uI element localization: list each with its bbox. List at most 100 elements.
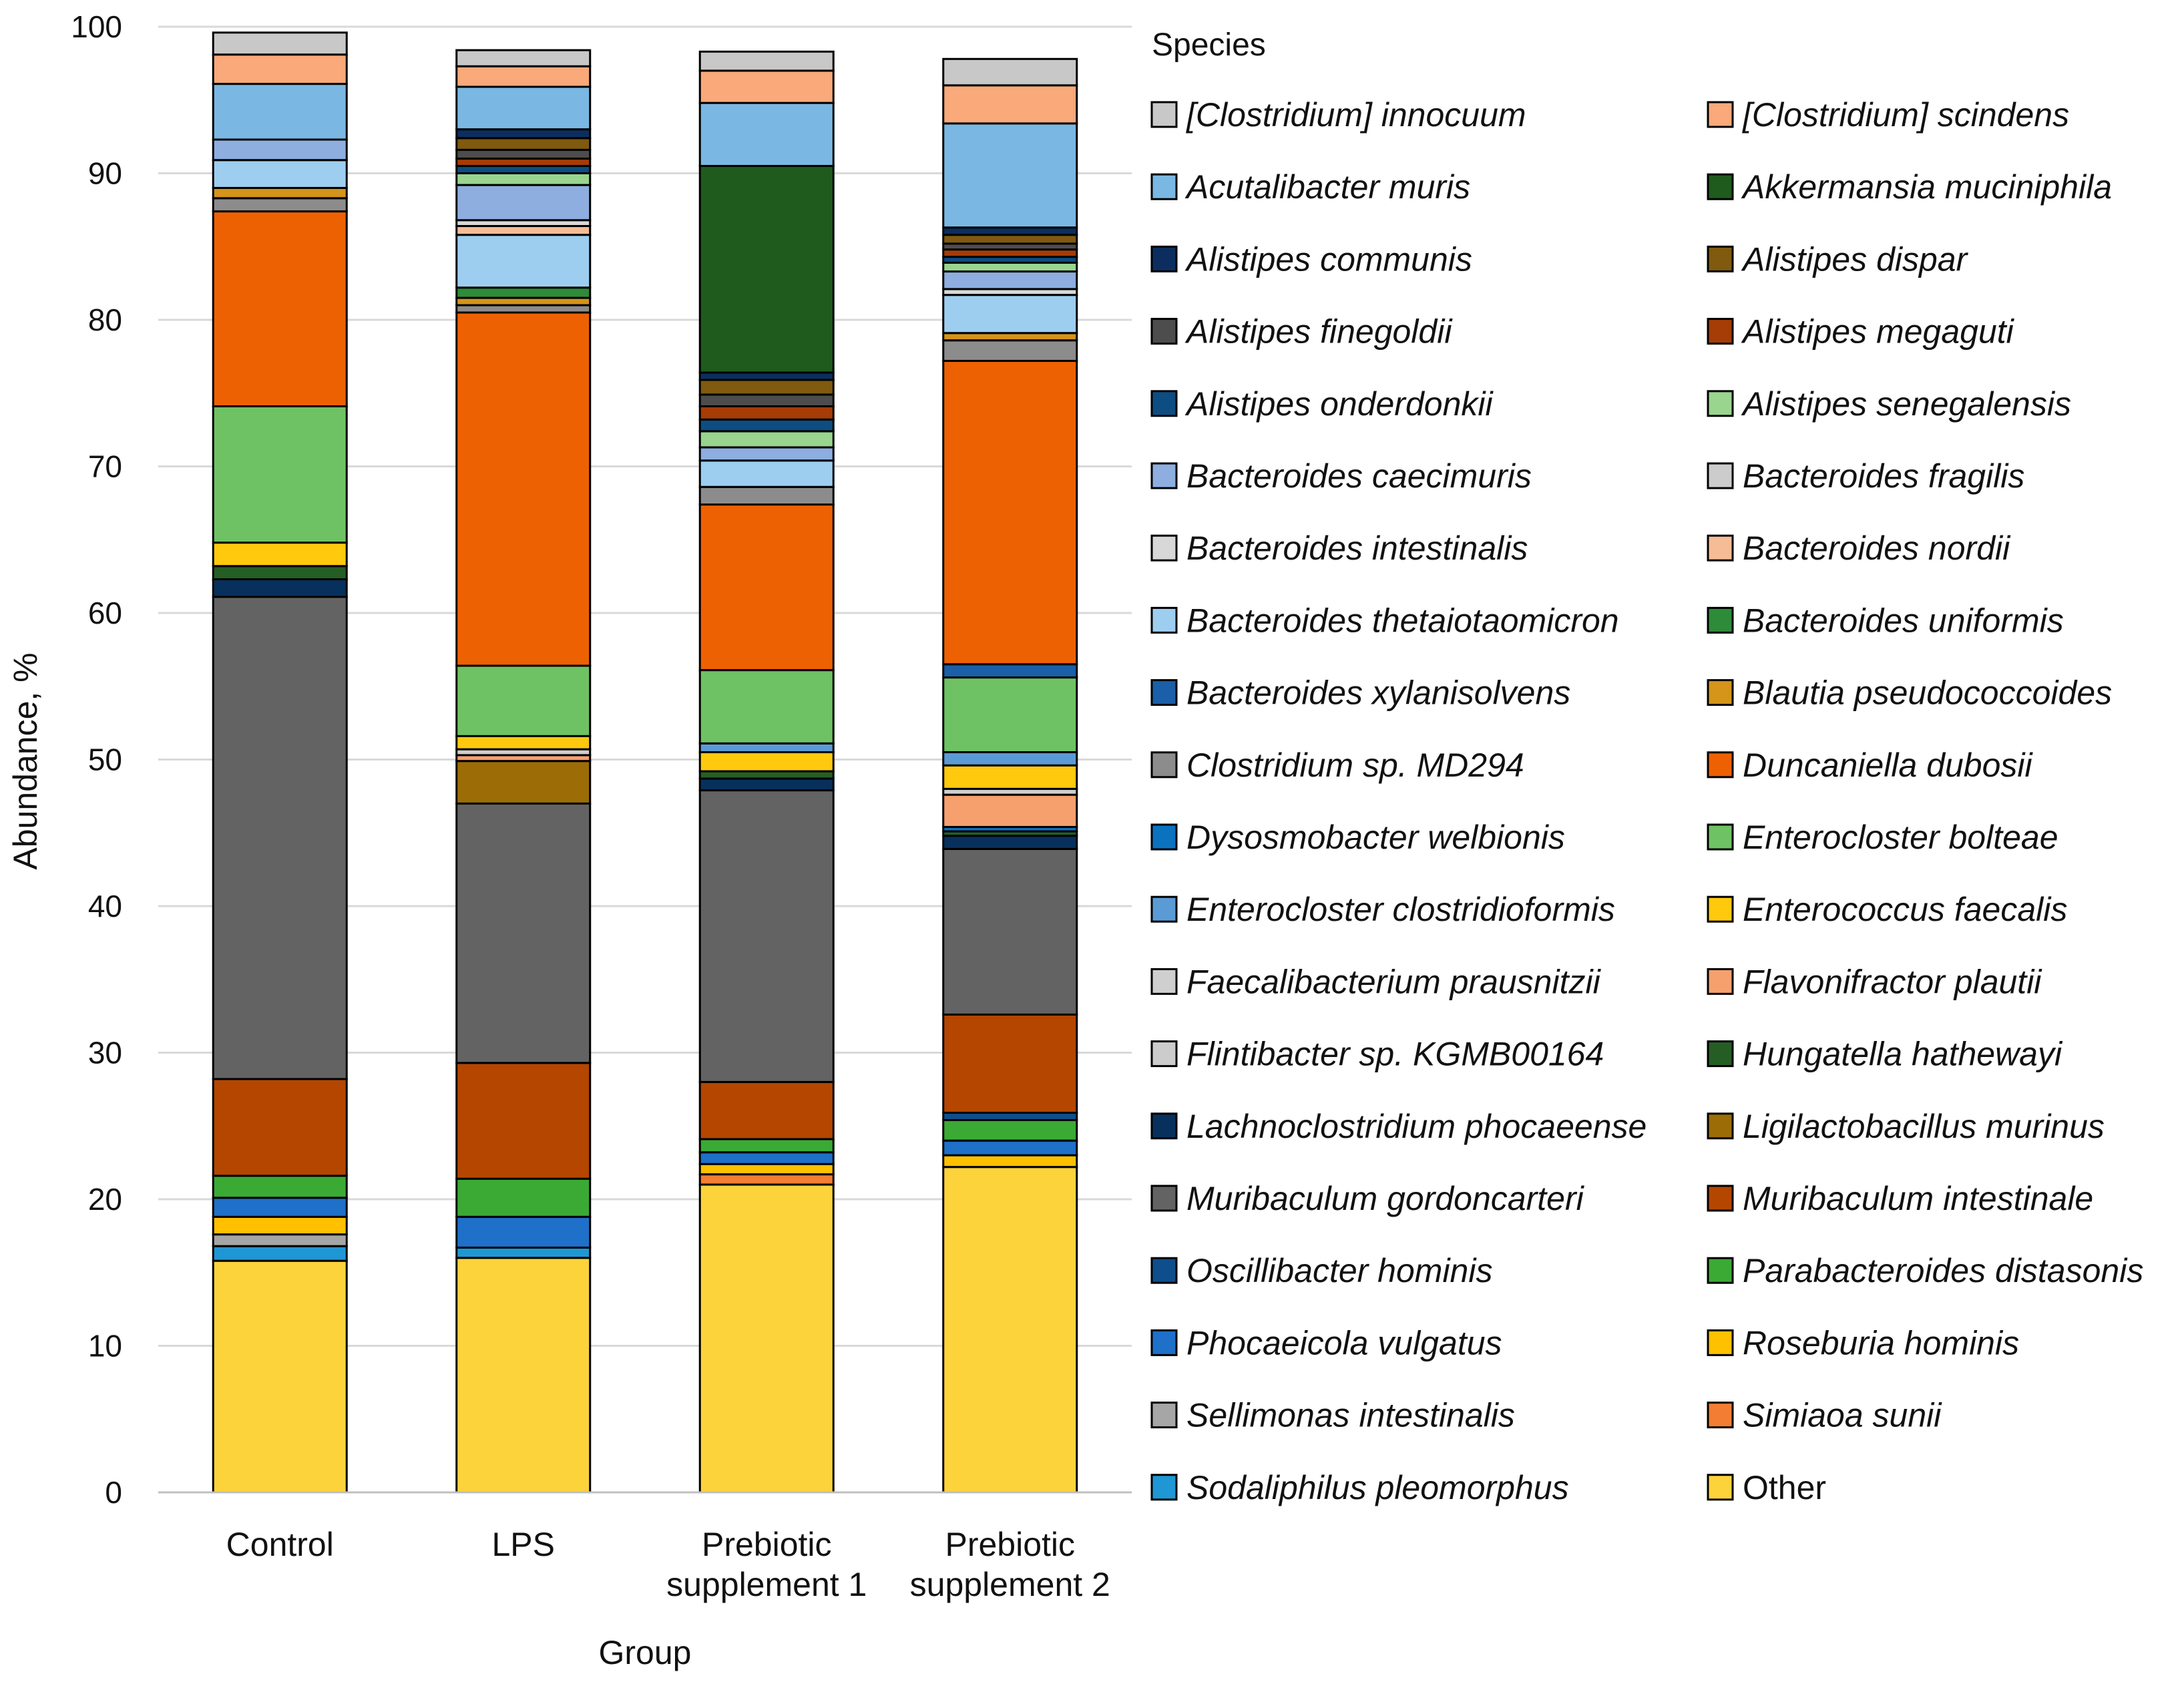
bar-stack xyxy=(942,57,1078,1494)
bar-segment xyxy=(212,565,348,581)
bar-segment xyxy=(698,418,835,433)
legend-label: Roseburia hominis xyxy=(1743,1324,2019,1361)
bar-segment xyxy=(455,1257,592,1494)
legend-item: Enterocloster bolteae xyxy=(1707,819,2058,856)
legend-swatch xyxy=(1707,462,1734,489)
legend-swatch xyxy=(1150,1040,1178,1068)
legend-swatch xyxy=(1150,173,1178,200)
legend-label: Alistipes dispar xyxy=(1741,240,1969,278)
bar-segment xyxy=(942,339,1078,362)
y-tick-label: 100 xyxy=(71,9,122,44)
bar-segment xyxy=(455,148,592,160)
y-tick-label: 90 xyxy=(88,156,122,191)
legend-label: Bacteroides caecimuris xyxy=(1186,457,1532,495)
bar-segment xyxy=(698,101,835,168)
legend-item: Blautia pseudococcoides xyxy=(1707,674,2112,712)
y-tick-label: 40 xyxy=(88,889,122,923)
legend-item: Alistipes communis xyxy=(1150,240,1472,278)
legend-item: Other xyxy=(1707,1469,1826,1506)
bar-segment xyxy=(212,1078,348,1177)
bar-stack xyxy=(212,31,348,1494)
bar-segment xyxy=(942,663,1078,679)
bar-segment xyxy=(942,676,1078,754)
legend-label: Clostridium sp. MD294 xyxy=(1186,747,1524,784)
legend: [Clostridium] innocuum [Clostridium] scin… xyxy=(1150,96,2143,1506)
bar-segment xyxy=(698,165,835,374)
bar-segment xyxy=(212,1175,348,1199)
bar-segment xyxy=(455,1177,592,1218)
legend-label: Bacteroides thetaiotaomicron xyxy=(1186,602,1619,639)
legend-swatch xyxy=(1707,1257,1734,1284)
bar-segment xyxy=(942,847,1078,1016)
bar-segment xyxy=(455,760,592,805)
legend-label: Enterocloster clostridioformis xyxy=(1186,891,1615,928)
legend-swatch xyxy=(1707,1474,1734,1501)
legend-item: Muribaculum gordoncarteri xyxy=(1150,1180,1585,1217)
bar-segment xyxy=(212,186,348,200)
bar-segment xyxy=(942,1013,1078,1114)
legend-swatch xyxy=(1707,968,1734,995)
bar-segment xyxy=(212,197,348,213)
legend-swatch xyxy=(1707,101,1734,128)
bar-segment xyxy=(698,405,835,421)
legend-label: Phocaeicola vulgatus xyxy=(1186,1324,1502,1361)
legend-swatch xyxy=(1707,1185,1734,1212)
legend-swatch xyxy=(1150,751,1178,779)
bar-segment xyxy=(698,446,835,462)
bar-segment xyxy=(455,165,592,174)
legend-item: [Clostridium] innocuum xyxy=(1150,96,1526,134)
legend-item: Ligilactobacillus murinus xyxy=(1707,1108,2105,1145)
y-tick-label: 10 xyxy=(88,1329,122,1363)
legend-item: Simiaoa sunii xyxy=(1707,1397,1942,1434)
legend-label: Akkermansia muciniphila xyxy=(1741,168,2112,206)
legend-item: Flavonifractor plautii xyxy=(1707,963,2042,1000)
legend-swatch xyxy=(1150,823,1178,851)
bar-segment xyxy=(455,802,592,1064)
bar-segment xyxy=(942,226,1078,236)
bar-segment xyxy=(455,1215,592,1249)
legend-swatch xyxy=(1707,823,1734,851)
bar-segment xyxy=(698,1138,835,1154)
bar-segment xyxy=(212,83,348,141)
bar-segment xyxy=(212,159,348,189)
bar-segment xyxy=(212,53,348,85)
bar-segment xyxy=(212,1245,348,1262)
bar-segment xyxy=(455,311,592,667)
bar-segment xyxy=(212,31,348,56)
bar-segment xyxy=(942,751,1078,767)
legend-label: Alistipes finegoldii xyxy=(1184,313,1453,351)
legend-item: Flintibacter sp. KGMB00164 xyxy=(1150,1036,1604,1073)
legend-label: Acutalibacter muris xyxy=(1184,168,1470,206)
legend-swatch xyxy=(1707,679,1734,706)
y-tick-label: 30 xyxy=(88,1036,122,1070)
legend-label: Alistipes onderdonkii xyxy=(1184,385,1494,423)
bar-segment xyxy=(942,1166,1078,1494)
x-tick-label: supplement 1 xyxy=(666,1566,867,1603)
bar-segment xyxy=(455,128,592,140)
legend-item: Alistipes senegalensis xyxy=(1707,385,2071,423)
bar-segment xyxy=(455,1062,592,1180)
legend-item: Bacteroides xylanisolvens xyxy=(1150,674,1570,712)
legend-swatch xyxy=(1707,245,1734,272)
bar-segment xyxy=(942,1139,1078,1156)
bar-segment xyxy=(942,764,1078,790)
legend-swatch xyxy=(1707,173,1734,200)
y-tick-label: 70 xyxy=(88,449,122,484)
legend-item: Alistipes dispar xyxy=(1707,240,1969,278)
legend-label: Flavonifractor plautii xyxy=(1743,963,2042,1000)
legend-label: Alistipes senegalensis xyxy=(1741,385,2071,423)
bar-segment xyxy=(212,596,348,1080)
legend-label: Faecalibacterium prausnitzii xyxy=(1186,963,1602,1000)
y-axis-title: Abundance, % xyxy=(7,652,44,869)
y-tick-label: 50 xyxy=(88,743,122,777)
legend-swatch xyxy=(1150,101,1178,128)
legend-swatch xyxy=(1150,1474,1178,1501)
bar-segment xyxy=(942,122,1078,229)
legend-item: Hungatella hathewayi xyxy=(1707,1036,2063,1073)
legend-swatch xyxy=(1150,245,1178,272)
bar-segment xyxy=(942,793,1078,828)
bar-segment xyxy=(698,1173,835,1186)
